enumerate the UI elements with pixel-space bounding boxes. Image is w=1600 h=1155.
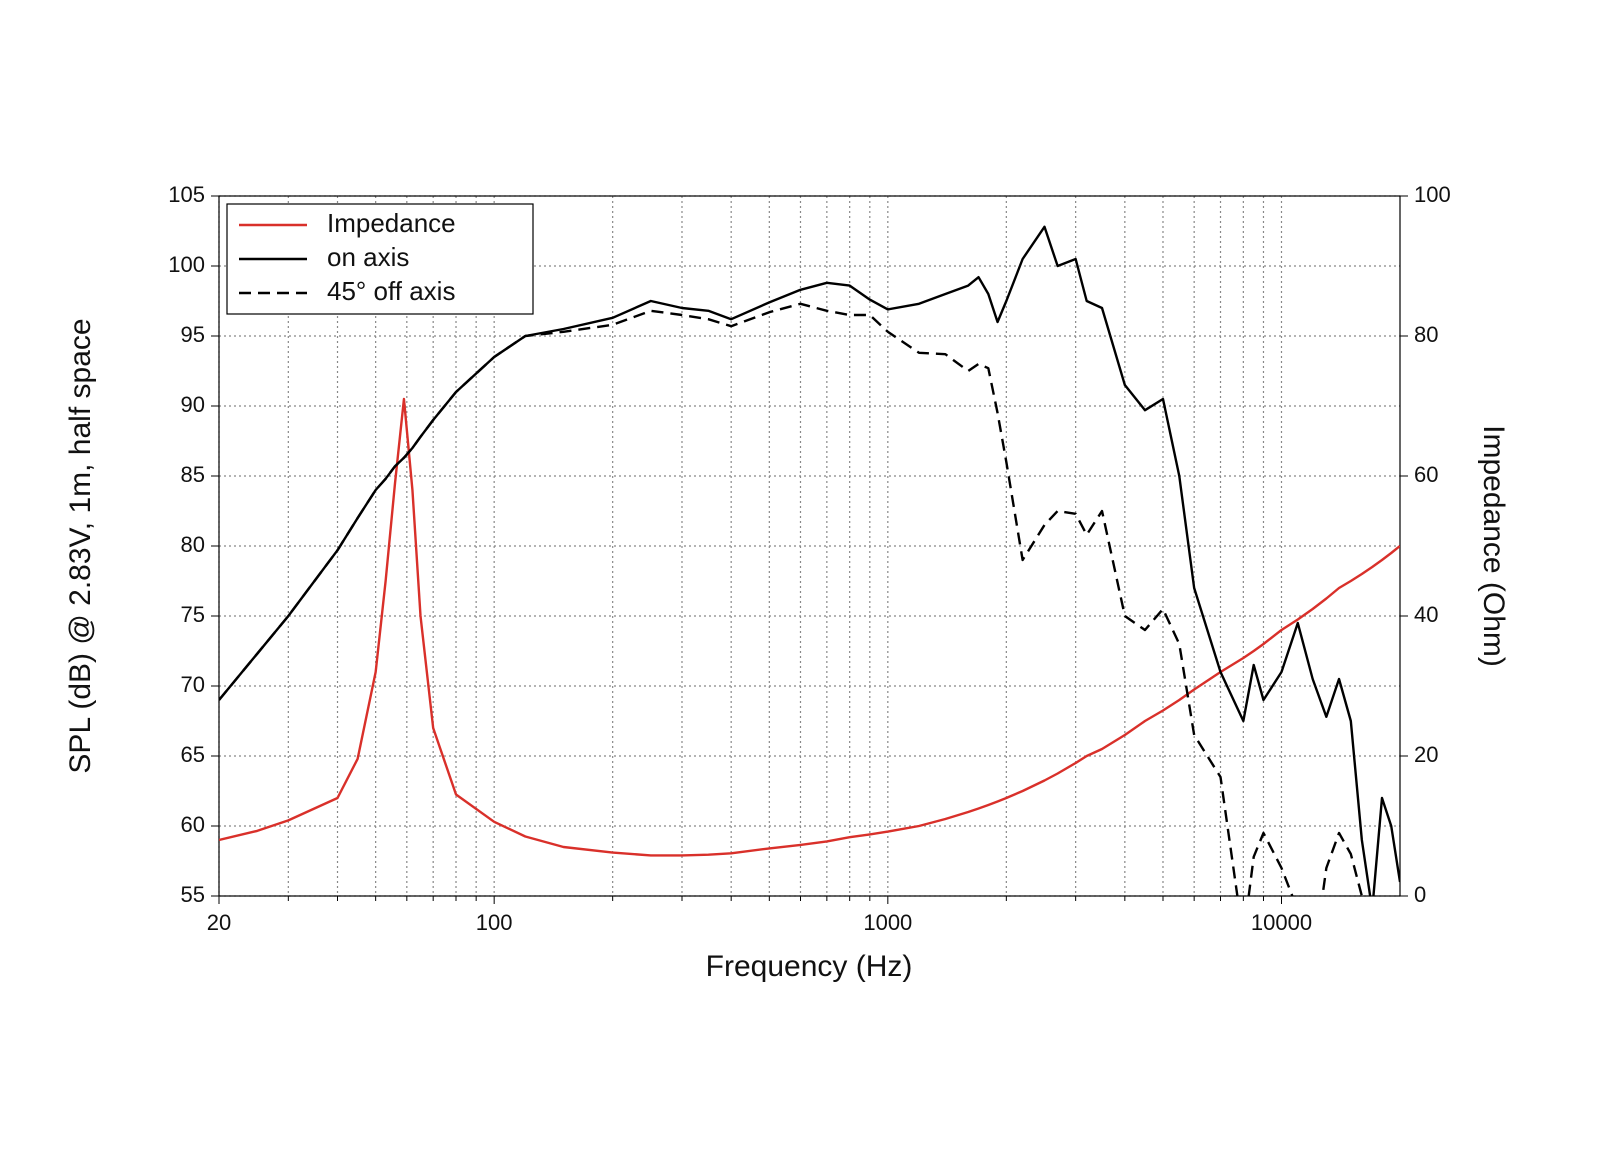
series-line — [219, 302, 1364, 896]
y-tick-label: 85 — [181, 462, 205, 487]
y-tick-label: 55 — [181, 882, 205, 907]
legend-label: on axis — [327, 242, 409, 272]
y-tick-label: 75 — [181, 602, 205, 627]
legend-label: 45° off axis — [327, 276, 455, 306]
y2-axis-label: Impedance (Ohm) — [1477, 425, 1510, 667]
y2-tick-label: 20 — [1414, 742, 1438, 767]
series-line — [219, 225, 1400, 896]
y-tick-label: 60 — [181, 812, 205, 837]
y-tick-label: 65 — [181, 742, 205, 767]
y2-tick-label: 100 — [1414, 182, 1451, 207]
y2-tick-label: 40 — [1414, 602, 1438, 627]
x-tick-label: 1000 — [863, 910, 912, 935]
x-tick-label: 20 — [207, 910, 231, 935]
legend-label: Impedance — [327, 208, 456, 238]
y2-tick-label: 80 — [1414, 322, 1438, 347]
x-tick-label: 100 — [476, 910, 513, 935]
y-axis-label: SPL (dB) @ 2.83V, 1m, half space — [64, 318, 97, 773]
plot-area — [219, 225, 1400, 896]
series-line — [219, 397, 1400, 857]
y-tick-label: 80 — [181, 532, 205, 557]
y-tick-label: 70 — [181, 672, 205, 697]
y2-tick-label: 0 — [1414, 882, 1426, 907]
y2-tick-label: 60 — [1414, 462, 1438, 487]
x-tick-label: 10000 — [1251, 910, 1312, 935]
y-tick-label: 105 — [168, 182, 205, 207]
y-tick-label: 90 — [181, 392, 205, 417]
y-tick-label: 100 — [168, 252, 205, 277]
y-tick-label: 95 — [181, 322, 205, 347]
x-axis-label: Frequency (Hz) — [706, 950, 913, 983]
